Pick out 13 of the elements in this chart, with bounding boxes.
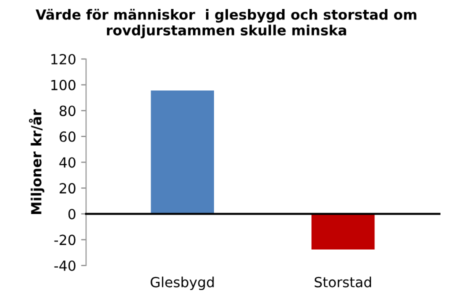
y-tick-label: 20 [60,183,76,194]
y-tick-label: 60 [60,131,76,142]
y-tick-label: 120 [51,54,76,64]
x-tick-label: Glesbygd [150,276,214,290]
y-tick-label: 80 [60,106,76,116]
y-tick-label: -20 [54,234,76,246]
y-tick-label: -40 [54,260,76,271]
x-tick-label: Storstad [314,276,372,288]
y-tick-label: 0 [68,208,76,220]
y-tick-label: 100 [51,80,76,90]
y-axis-title: Miljoner kr/år [28,109,44,214]
chart-title: Värde för människor i glesbygd och storstad om rovdjurstammen skulle minska [36,8,416,38]
y-tick-label: 40 [59,157,76,168]
